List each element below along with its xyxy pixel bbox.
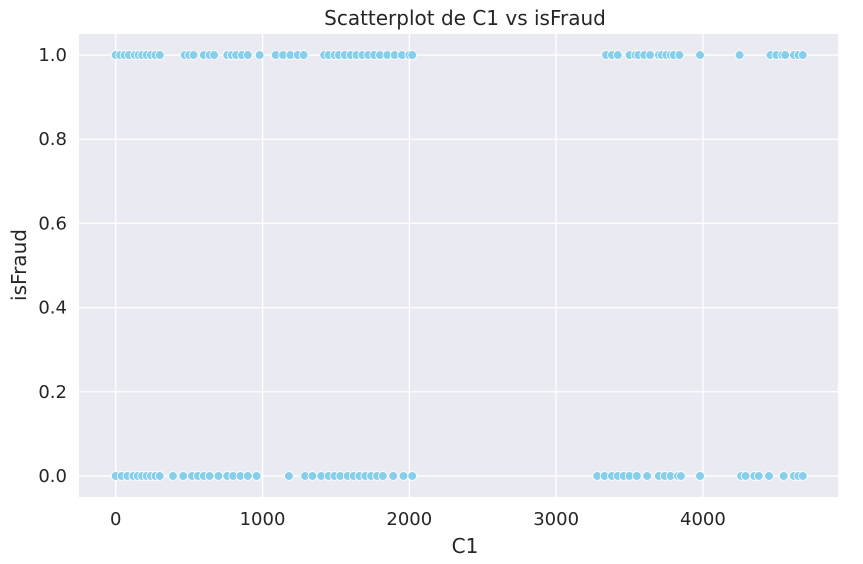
scatter-point [764,471,774,481]
scatter-point [209,50,219,60]
scatter-point [284,471,294,481]
scatter-point [254,50,265,60]
scatter-point [645,50,655,60]
scatter-point [674,50,685,60]
y-axis-label: isFraud [7,229,31,301]
scatter-point [307,471,318,481]
scatter-point [154,50,165,60]
scatter-point [740,471,751,481]
plot-background [79,34,838,497]
scatter-point [642,471,652,481]
scatter-point [676,471,686,481]
y-tick-label: 0.8 [38,129,67,150]
x-tick-label: 1000 [240,509,286,530]
x-tick-label: 0 [110,509,121,530]
data-points [110,50,808,481]
scatter-point [778,471,789,481]
scatter-point [204,471,215,481]
scatter-point [378,471,388,481]
scatter-point [407,471,418,481]
x-axis-label: C1 [452,534,479,558]
y-tick-label: 0.0 [38,466,67,487]
scatter-point [178,471,189,481]
y-tick-label: 1.0 [38,45,67,66]
scatter-point [734,50,745,60]
y-tick-labels: 0.0 0.2 0.4 0.6 0.8 1.0 [38,45,67,487]
scatter-point [753,471,764,481]
scatter-point [168,471,178,481]
scatter-point [251,471,262,481]
scatter-point [298,50,309,60]
x-tick-labels: 0 1000 2000 3000 4000 [110,509,726,530]
x-tick-label: 2000 [386,509,432,530]
scatter-point [780,50,790,60]
scatter-point [797,471,808,481]
scatter-point [398,471,409,481]
scatter-point [695,50,705,60]
y-tick-label: 0.2 [38,382,67,403]
scatter-point [388,471,398,481]
scatter-point [612,50,623,60]
scatter-point [797,50,808,60]
scatter-point [632,471,642,481]
y-tick-label: 0.4 [38,298,67,319]
x-tick-label: 4000 [680,509,726,530]
scatter-point [243,50,253,60]
y-tick-label: 0.6 [38,213,67,234]
scatter-point [213,471,224,481]
x-tick-label: 3000 [533,509,579,530]
scatter-point [407,50,418,60]
scatter-point [154,471,165,481]
chart-title: Scatterplot de C1 vs isFraud [324,6,606,30]
scatter-point [243,471,253,481]
scatter-point [188,50,199,60]
scatter-point [695,471,705,481]
